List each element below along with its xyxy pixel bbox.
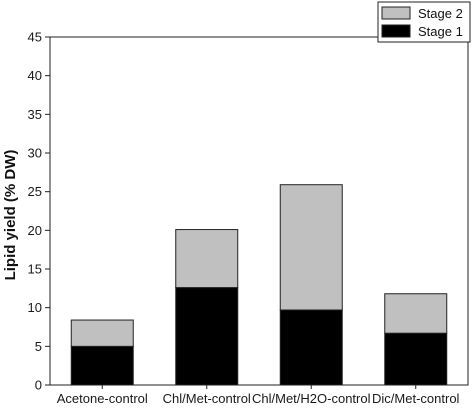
x-tick-label: Dic/Met-control [372,391,460,406]
y-tick-label: 45 [28,30,42,45]
bar-stage-1 [384,332,448,386]
plot-border [49,36,469,386]
legend-swatch [381,24,411,38]
y-tick-label: 15 [28,262,42,277]
x-tick-label: Chl/Met-control [163,391,251,406]
y-tick-label: 20 [28,223,42,238]
y-tick-label: 35 [28,107,42,122]
y-tick-label: 5 [35,339,42,354]
y-axis-title: Lipid yield (% DW) [2,150,19,281]
x-tick-label: Acetone-control [57,391,148,406]
bar-stage-2 [70,319,134,347]
y-axis-ticks: 0 5 10 15 20 25 30 35 40 45 [28,30,50,393]
legend: Stage 2 Stage 1 [377,1,471,43]
bar-stage-1 [279,309,343,386]
bar-stage-1 [175,287,239,386]
y-tick-label: 25 [28,184,42,199]
bar-stage-2 [175,229,239,289]
legend-label: Stage 1 [418,24,463,39]
bar-stage-1 [70,345,134,386]
legend-label: Stage 2 [418,6,463,21]
y-tick-label: 40 [28,68,42,83]
bar-stage-2 [384,293,448,334]
y-tick-label: 10 [28,300,42,315]
bar-stage-2 [279,184,343,311]
plot-frame [49,36,469,386]
y-tick-label: 30 [28,146,42,161]
x-tick-label: Chl/Met/H2O-control [252,391,371,406]
bars [70,184,448,386]
x-axis-labels: Acetone-control Chl/Met-control Chl/Met/H2… [57,385,460,406]
legend-swatch [381,6,411,20]
y-tick-label: 0 [35,378,42,393]
